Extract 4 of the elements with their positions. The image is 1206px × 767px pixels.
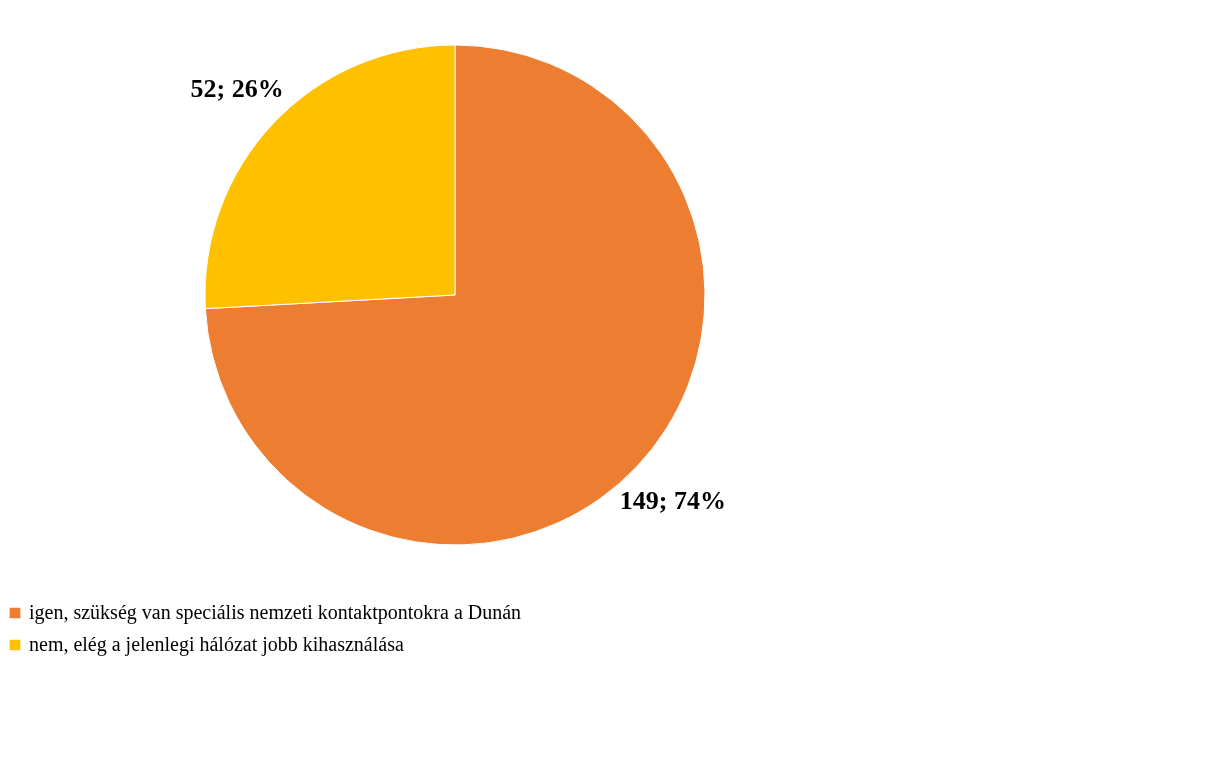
data-label: 52; 26% bbox=[190, 73, 284, 103]
data-label: 149; 74% bbox=[619, 486, 726, 516]
legend-label: igen, szükség van speciális nemzeti kontaktpontokra a Dunán bbox=[29, 601, 522, 624]
legend-label: nem, elég a jelenlegi hálózat jobb kihasználása bbox=[29, 633, 404, 656]
